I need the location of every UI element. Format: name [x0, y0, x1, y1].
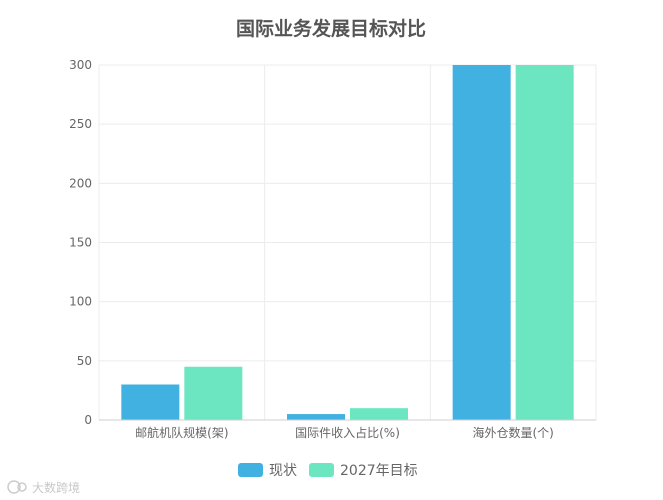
bar[interactable]: [515, 65, 574, 420]
x-axis-categories: 邮航机队规模(架) 国际件收入占比(%) 海外仓数量(个): [135, 425, 554, 440]
y-tick-label: 100: [69, 295, 92, 309]
legend-label: 2027年目标: [340, 463, 418, 479]
legend-swatch: [238, 463, 263, 477]
bars: [121, 65, 574, 421]
legend: 现状 2027年目标: [238, 463, 418, 479]
y-tick-label: 200: [69, 176, 92, 190]
legend-item[interactable]: 2027年目标: [309, 463, 418, 479]
x-category-label: 国际件收入占比(%): [295, 425, 400, 440]
watermark-text: 大数跨境: [32, 480, 80, 495]
bar[interactable]: [287, 414, 345, 420]
x-category-label: 邮航机队规模(架): [135, 425, 228, 440]
y-axis-ticks: 0 50 100 150 200 250 300: [69, 58, 92, 427]
watermark: 大数跨境: [7, 480, 80, 495]
bar[interactable]: [350, 408, 408, 420]
y-tick-label: 150: [69, 236, 92, 250]
y-tick-label: 50: [77, 354, 92, 368]
y-tick-label: 250: [69, 117, 92, 131]
legend-label: 现状: [269, 463, 297, 479]
bar[interactable]: [184, 366, 243, 420]
y-tick-label: 300: [69, 58, 92, 72]
y-tick-label: 0: [84, 413, 92, 427]
x-category-label: 海外仓数量(个): [472, 425, 553, 440]
bar[interactable]: [452, 65, 511, 420]
legend-swatch: [309, 463, 334, 477]
logo-icon: [7, 480, 27, 494]
legend-item[interactable]: 现状: [238, 463, 297, 479]
chart-title: 国际业务发展目标对比: [236, 17, 426, 40]
bar[interactable]: [121, 384, 180, 421]
grid-lines: [98, 64, 597, 420]
